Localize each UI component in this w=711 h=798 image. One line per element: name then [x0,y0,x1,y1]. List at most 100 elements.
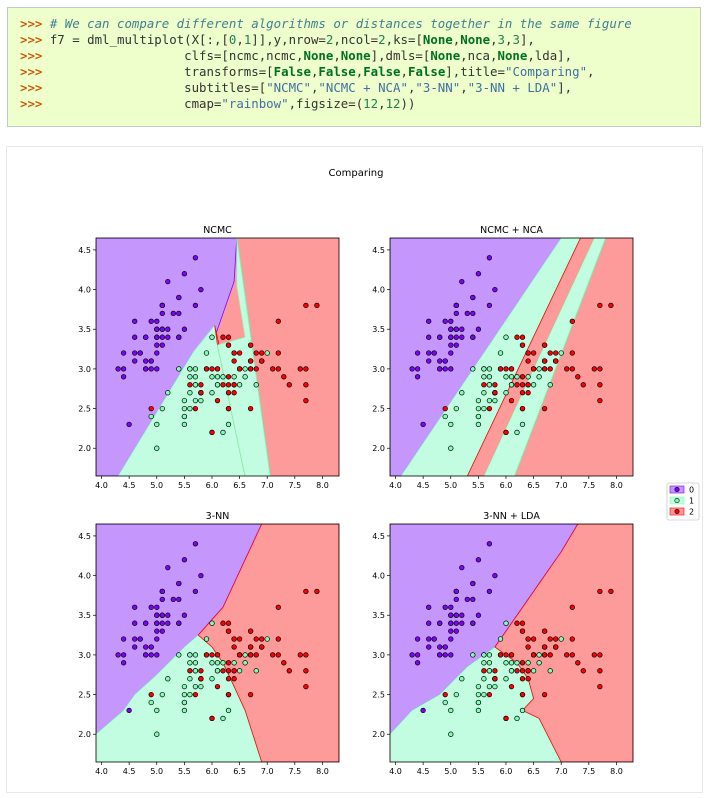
data-point [569,636,575,642]
x-tick-label: 7.5 [582,481,595,490]
data-point [154,731,160,737]
data-point [597,397,603,404]
x-tick-label: 4.0 [389,767,402,776]
data-point [165,390,171,396]
data-point [459,390,465,396]
code-token: )) [400,96,416,111]
y-tick-label: 3.0 [372,365,385,374]
data-point [597,302,603,309]
data-point [303,302,309,309]
x-tick-label: 7.0 [261,481,274,490]
code-token: 3 [512,32,520,47]
y-tick-label: 4.5 [78,532,91,541]
code-token: 3 [497,32,506,47]
data-point [414,660,421,666]
data-point [220,429,226,436]
y-tick-label: 4.0 [372,572,385,581]
subplot-title: NCMC [203,225,232,236]
data-point [470,596,476,603]
data-point [448,318,454,324]
code-token: , [378,96,386,111]
data-point [459,326,465,332]
code-token: ],title= [445,64,505,79]
data-point [442,358,448,364]
data-point [214,397,221,404]
data-point [497,366,504,372]
data-point [426,334,432,340]
data-point [192,588,199,595]
data-point [453,691,459,698]
code-token: ], [519,32,535,47]
data-point [514,715,520,722]
data-point [536,366,542,372]
data-point [192,382,199,388]
data-point [225,342,232,348]
data-point [187,390,193,396]
data-point [220,334,226,340]
data-point [231,382,237,388]
x-tick-label: 6.5 [233,481,246,490]
data-point [503,334,509,340]
data-point [420,421,426,428]
data-point [486,652,493,658]
data-point [275,636,281,642]
data-point [530,350,537,356]
data-point [154,620,160,626]
data-point [181,691,188,698]
data-point [170,310,176,317]
data-point [547,366,553,372]
data-point [591,366,597,372]
x-tick-label: 5.5 [178,767,191,776]
data-point [470,580,476,587]
y-tick-label: 2.0 [372,730,385,739]
data-point [475,707,482,714]
data-point [198,683,204,690]
y-tick-label: 3.0 [372,651,385,660]
code-token: clfs=[ncmc,ncmc, [49,48,304,63]
data-point [475,271,482,277]
data-point [115,652,121,658]
data-point [209,429,215,436]
data-point [198,382,204,388]
data-point [536,652,542,658]
data-point [448,342,454,348]
data-point [225,421,232,428]
data-point [575,660,581,666]
data-point [253,366,259,372]
data-point [442,366,448,372]
data-point [314,302,320,309]
data-point [270,366,276,372]
data-point [148,691,154,698]
data-point [420,707,426,714]
data-point [525,390,531,396]
data-point [597,366,603,372]
code-line: >>> # We can compare different algorithm… [20,16,700,32]
axes-frame [389,237,634,477]
code-token: "3-NN + LDA" [467,80,558,95]
data-point [453,405,459,412]
data-point [148,652,154,658]
data-point [159,334,165,340]
data-point [464,310,470,317]
data-point [553,644,559,650]
data-point [170,596,176,603]
y-tick-label: 3.5 [372,325,385,334]
data-point [159,302,165,309]
data-point [192,691,199,698]
data-point [220,660,226,666]
data-point [508,652,515,658]
code-line: >>> subtitles=["NCMC","NCMC + NCA","3-NN… [20,80,700,96]
data-point [281,374,287,380]
data-point [448,445,454,451]
data-point [486,255,493,261]
data-point [608,302,614,309]
data-point [486,668,493,674]
data-point [231,636,237,642]
data-point [470,620,476,626]
data-point [530,668,537,674]
data-point [530,652,537,658]
data-point [426,620,432,626]
data-point [414,374,421,380]
data-point [192,302,199,309]
data-point [225,382,232,388]
